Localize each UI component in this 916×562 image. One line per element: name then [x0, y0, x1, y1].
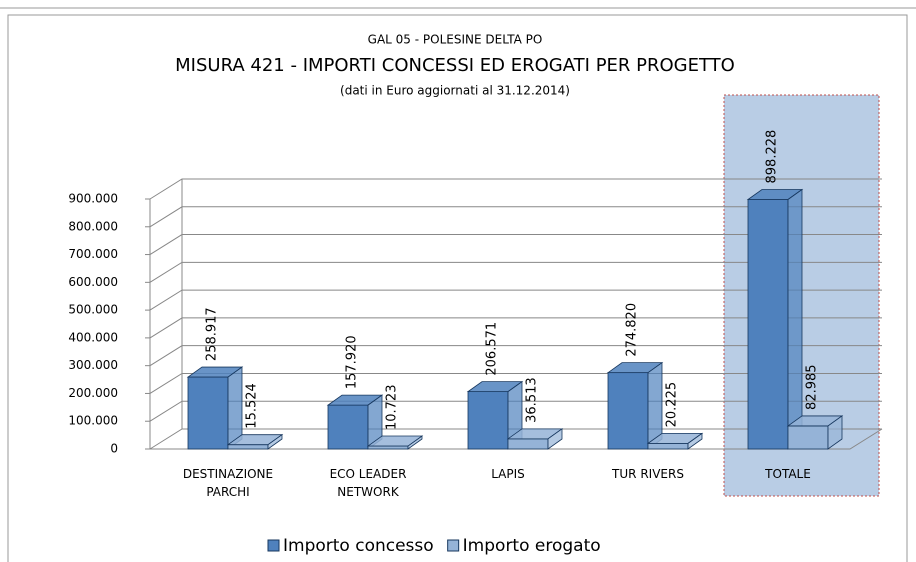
value-label: 157.920 — [345, 335, 360, 389]
value-label: 898.228 — [765, 130, 780, 184]
x-tick-label: ECO LEADER NETWORK — [329, 467, 407, 499]
bar-side — [687, 432, 703, 450]
bar-front — [187, 376, 229, 450]
bar-front — [647, 442, 689, 450]
value-label: 258.917 — [205, 307, 220, 361]
grid-line — [149, 317, 882, 339]
y-tick-label: 0 — [110, 442, 118, 456]
legend-label: Importo concesso — [283, 536, 434, 556]
grid-line — [149, 206, 882, 228]
value-label: 36.513 — [525, 377, 540, 423]
x-tick-label: LAPIS — [491, 467, 525, 481]
bar-front — [787, 425, 829, 450]
y-tick-label: 500.000 — [68, 303, 118, 317]
value-label: 82.985 — [805, 364, 820, 410]
grid-line — [149, 345, 882, 367]
value-label: 274.820 — [625, 303, 640, 357]
y-tick-label: 300.000 — [68, 358, 118, 372]
chart-note: (dati in Euro aggiornati al 31.12.2014) — [340, 84, 570, 98]
bar-side — [407, 435, 423, 450]
bar-front — [467, 391, 509, 450]
grid-line — [149, 234, 882, 255]
x-tick-label: TOTALE — [765, 467, 811, 481]
bar-front — [227, 444, 269, 450]
bar-side — [267, 433, 283, 450]
value-label: 15.524 — [245, 383, 260, 429]
bar-side — [827, 415, 843, 450]
bar-front — [607, 372, 649, 450]
grid-line — [149, 289, 882, 311]
y-tick-label: 100.000 — [68, 414, 118, 428]
y-tick-label: 400.000 — [68, 330, 118, 344]
bar-side — [787, 188, 803, 450]
y-tick-label: 700.000 — [68, 247, 118, 261]
x-tick-label: DESTINAZIONE PARCHI — [182, 467, 274, 499]
grid-line — [149, 261, 882, 283]
value-label: 20.225 — [665, 382, 680, 428]
bar-front — [747, 199, 789, 450]
chart-subtitle: MISURA 421 - IMPORTI CONCESSI ED EROGATI… — [175, 55, 735, 76]
bar-side — [547, 428, 563, 450]
grid-line — [149, 178, 882, 200]
bar-front — [507, 438, 549, 450]
legend-swatch — [447, 539, 460, 552]
bar-front — [327, 404, 369, 450]
value-label: 10.723 — [385, 385, 400, 431]
value-label: 206.571 — [485, 322, 500, 376]
y-tick-label: 600.000 — [68, 275, 118, 289]
y-tick-label: 200.000 — [68, 386, 118, 400]
y-tick-label: 800.000 — [68, 219, 118, 233]
legend-label: Importo erogato — [463, 536, 601, 556]
chart-title: GAL 05 - POLESINE DELTA PO — [368, 33, 543, 47]
bar-front — [367, 445, 409, 450]
x-tick-label: TUR RIVERS — [612, 467, 684, 481]
legend-swatch — [267, 539, 280, 552]
y-tick-label: 900.000 — [68, 192, 118, 206]
